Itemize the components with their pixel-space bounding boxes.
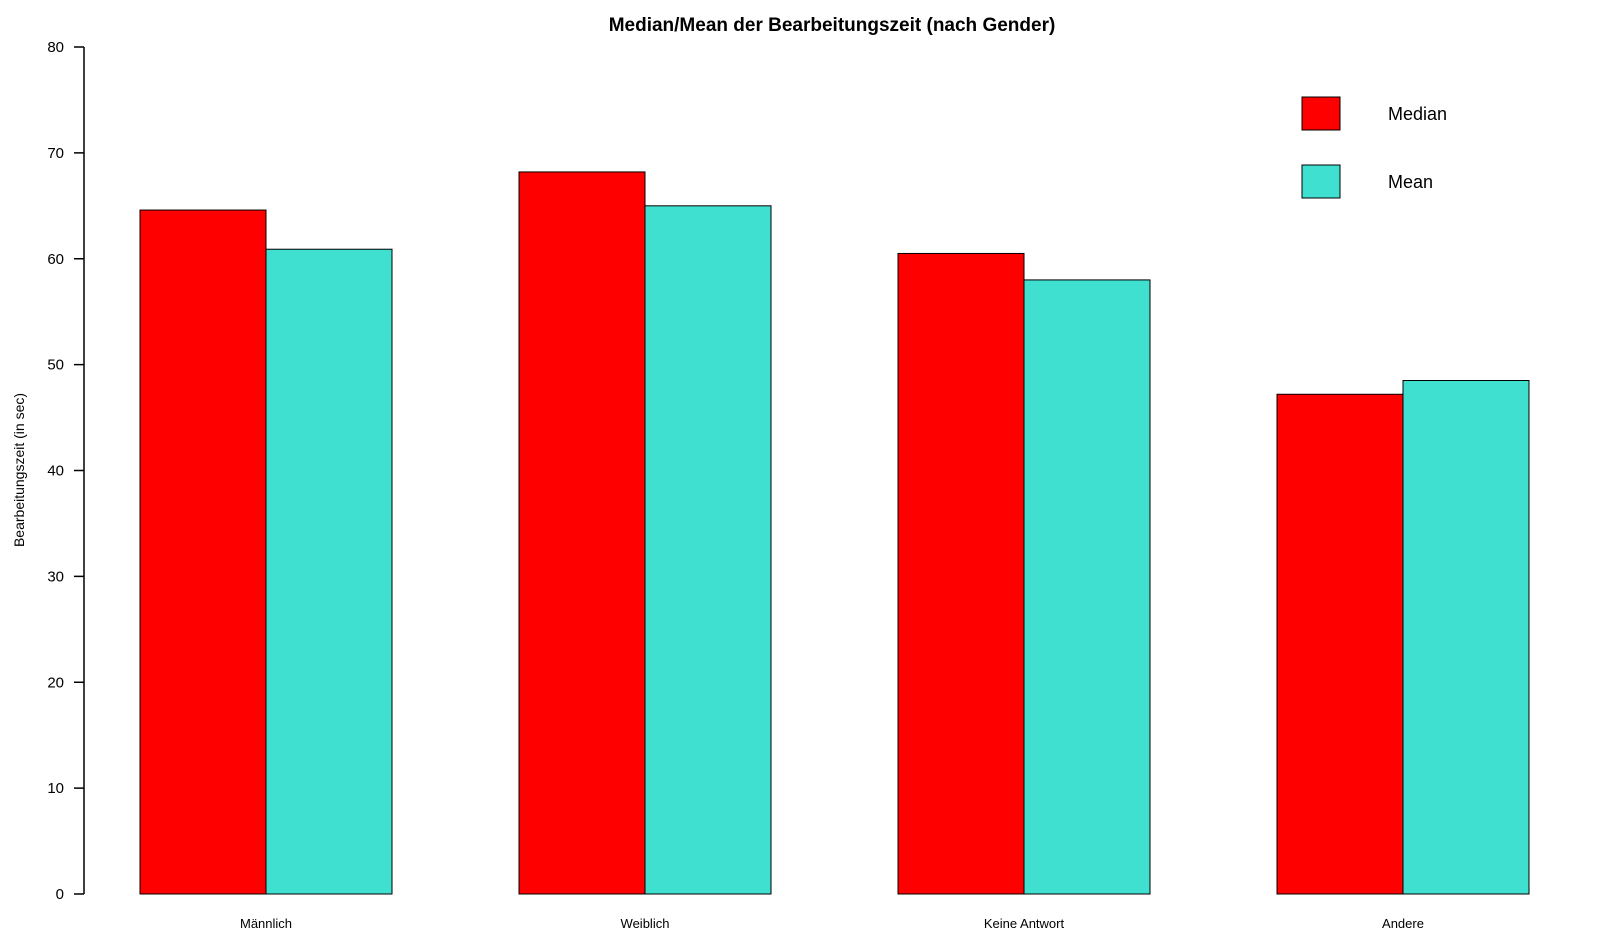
- x-tick-label: Andere: [1382, 916, 1424, 931]
- x-tick-label: Weiblich: [621, 916, 670, 931]
- bar-mean-1: [644, 205, 772, 895]
- y-tick-label: 10: [47, 780, 64, 797]
- y-tick-label: 20: [47, 674, 64, 691]
- bar-median-3: [1276, 393, 1404, 895]
- bar-median-2: [897, 252, 1025, 895]
- y-tick-label: 70: [47, 145, 64, 162]
- y-tick-label: 0: [56, 886, 64, 903]
- bar-mean-0: [265, 248, 393, 895]
- x-tick-label: Männlich: [240, 916, 292, 931]
- legend-label-mean: Mean: [1388, 172, 1433, 192]
- chart-title: Median/Mean der Bearbeitungszeit (nach G…: [609, 15, 1056, 36]
- x-axis-labels: Männlich Weiblich Keine Antwort Andere: [240, 916, 1424, 931]
- y-tick-label: 40: [47, 463, 64, 480]
- y-tick-label: 80: [47, 39, 64, 56]
- legend-swatch-median: [1301, 96, 1341, 131]
- bar-mean-3: [1402, 380, 1530, 895]
- y-axis: 0 10 20 30 40 50 60 70 80: [47, 39, 85, 903]
- x-tick-label: Keine Antwort: [984, 916, 1065, 931]
- y-tick-label: 50: [47, 357, 64, 374]
- bar-median-1: [518, 171, 646, 895]
- legend-label-median: Median: [1388, 104, 1447, 124]
- legend-swatch-mean: [1301, 164, 1341, 199]
- bars: [139, 171, 1530, 895]
- bar-mean-2: [1023, 279, 1151, 895]
- legend: Median Mean: [1301, 96, 1447, 199]
- bar-median-0: [139, 209, 267, 895]
- y-axis-label: Bearbeitungszeit (in sec): [11, 393, 27, 547]
- y-tick-label: 30: [47, 568, 64, 585]
- y-tick-label: 60: [47, 251, 64, 268]
